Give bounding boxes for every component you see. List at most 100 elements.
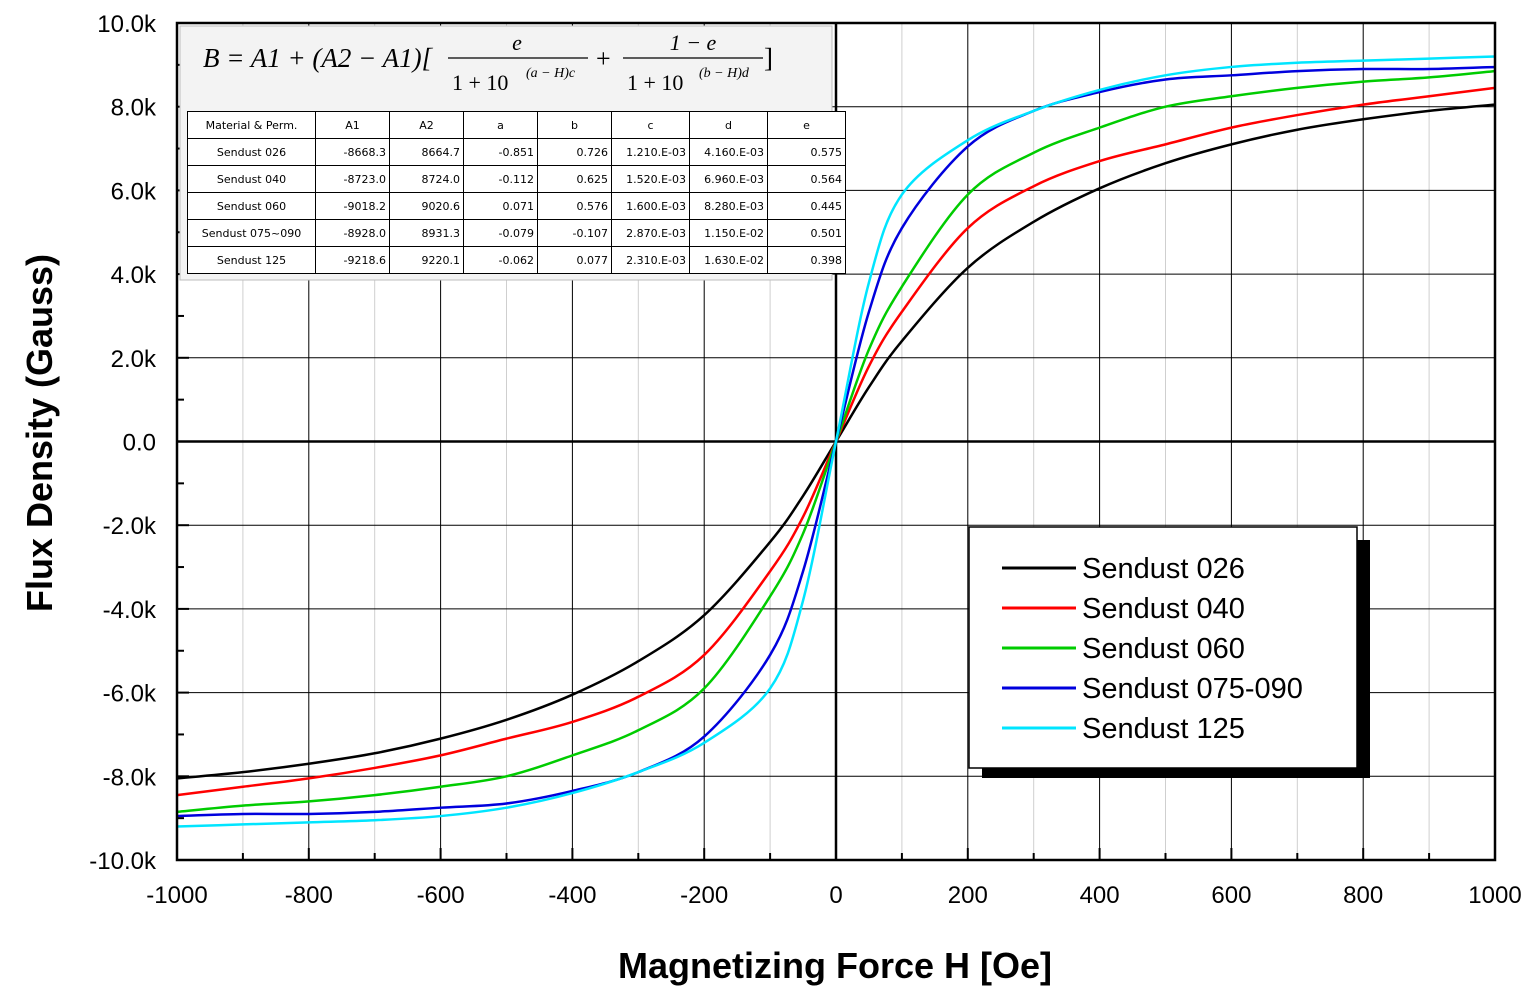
- table-row: Sendust 060 -9018.2 9020.6 0.071 0.576 1.600.…: [187, 192, 846, 220]
- y-tick-labels: 10.0k 8.0k 6.0k 4.0k 2.0k 0.0 -2.0k -4.0k -6.0k -…: [89, 11, 157, 875]
- y-tick-label: 0.0: [123, 430, 156, 457]
- table-cell: 6.960.E-03: [689, 165, 768, 193]
- table-header-cell: b: [537, 111, 612, 139]
- table-cell: 9020.6: [389, 192, 464, 220]
- table-cell: 1.150.E-02: [689, 219, 768, 247]
- table-header-cell: A2: [389, 111, 464, 139]
- table-row: Sendust 040 -8723.0 8724.0 -0.112 0.625 1.520…: [187, 165, 846, 193]
- formula-term2-numerator: 1 − e: [670, 30, 717, 55]
- x-tick-label: 400: [1080, 882, 1120, 909]
- table-cell: -8668.3: [315, 138, 390, 166]
- x-tick-label: 600: [1211, 882, 1251, 909]
- table-cell: -0.107: [537, 219, 612, 247]
- table-cell: 8.280.E-03: [689, 192, 768, 220]
- table-cell: 9220.1: [389, 246, 464, 274]
- legend-items: Sendust 026 Sendust 040 Sendust 060 Sendust…: [1002, 553, 1303, 745]
- legend-entry: Sendust 040: [1082, 593, 1245, 625]
- y-tick-label: 4.0k: [111, 262, 157, 289]
- table-row: Sendust 026 -8668.3 8664.7 -0.851 0.726 1.210…: [187, 138, 846, 166]
- table-cell: Sendust 060: [187, 192, 316, 220]
- formula-term1-exponent: (a − H)c: [526, 66, 576, 81]
- legend-entry: Sendust 026: [1082, 553, 1245, 585]
- formula-term1-numerator: e: [512, 30, 522, 55]
- table-cell: -8928.0: [315, 219, 390, 247]
- x-tick-label: 0: [829, 882, 842, 909]
- table-cell: 0.445: [767, 192, 846, 220]
- y-axis-label: Flux Density (Gauss): [19, 254, 60, 612]
- table-cell: 0.575: [767, 138, 846, 166]
- y-tick-label: 6.0k: [111, 178, 157, 205]
- x-tick-label: 200: [948, 882, 988, 909]
- y-tick-label: -8.0k: [103, 764, 157, 791]
- table-cell: -8723.0: [315, 165, 390, 193]
- y-tick-label: 10.0k: [97, 11, 157, 38]
- table-cell: -9018.2: [315, 192, 390, 220]
- legend-entry: Sendust 125: [1082, 713, 1245, 745]
- table-cell: Sendust 040: [187, 165, 316, 193]
- parameter-table: Material & Perm. A1 A2 a b c d e Sendust 026 -866…: [187, 111, 846, 274]
- table-cell: 0.398: [767, 246, 846, 274]
- formula-term2-exponent: (b − H)d: [699, 66, 750, 81]
- table-cell: 2.310.E-03: [611, 246, 690, 274]
- table-row: Sendust 075~090 -8928.0 8931.3 -0.079 -0.107…: [187, 219, 846, 247]
- x-tick-label: -1000: [146, 882, 207, 909]
- table-header-cell: c: [611, 111, 690, 139]
- table-cell: 1.630.E-02: [689, 246, 768, 274]
- table-cell: 1.520.E-03: [611, 165, 690, 193]
- table-cell: -9218.6: [315, 246, 390, 274]
- formula-term2-denominator: 1 + 10: [627, 70, 683, 95]
- table-header-cell: d: [689, 111, 768, 139]
- y-tick-label: 8.0k: [111, 95, 157, 122]
- x-tick-label: -200: [680, 882, 728, 909]
- x-tick-label: -400: [548, 882, 596, 909]
- table-header-cell: Material & Perm.: [187, 111, 316, 139]
- table-header-cell: e: [767, 111, 846, 139]
- table-cell: 0.071: [463, 192, 538, 220]
- table-cell: 1.600.E-03: [611, 192, 690, 220]
- formula-plus: +: [596, 44, 611, 73]
- legend: Sendust 026 Sendust 040 Sendust 060 Sendust…: [968, 526, 1370, 778]
- y-tick-label: -6.0k: [103, 681, 157, 708]
- table-header-cell: a: [463, 111, 538, 139]
- formula-term1-denominator: 1 + 10: [452, 70, 508, 95]
- table-header-cell: A1: [315, 111, 390, 139]
- table-row: Sendust 125 -9218.6 9220.1 -0.062 0.077 2.310…: [187, 246, 846, 274]
- table-cell: 0.576: [537, 192, 612, 220]
- table-cell: -0.851: [463, 138, 538, 166]
- table-cell: 0.501: [767, 219, 846, 247]
- table-cell: 2.870.E-03: [611, 219, 690, 247]
- table-cell: Sendust 026: [187, 138, 316, 166]
- table-cell: Sendust 075~090: [187, 219, 316, 247]
- y-tick-label: -2.0k: [103, 513, 157, 540]
- table-header-row: Material & Perm. A1 A2 a b c d e: [187, 111, 846, 139]
- table-cell: 0.726: [537, 138, 612, 166]
- y-tick-label: -10.0k: [89, 848, 157, 875]
- table-cell: -0.112: [463, 165, 538, 193]
- table-cell: 8931.3: [389, 219, 464, 247]
- x-tick-labels: -1000 -800 -600 -400 -200 0 200 400 600 800 1000: [146, 882, 1521, 909]
- table-cell: -0.062: [463, 246, 538, 274]
- table-cell: 0.564: [767, 165, 846, 193]
- parameter-table-body: Material & Perm. A1 A2 a b c d e Sendust 026 -866…: [187, 111, 846, 274]
- table-cell: 1.210.E-03: [611, 138, 690, 166]
- table-cell: 0.625: [537, 165, 612, 193]
- series-line: [176, 55, 1496, 828]
- table-cell: 4.160.E-03: [689, 138, 768, 166]
- legend-entry: Sendust 075-090: [1082, 673, 1303, 705]
- x-tick-label: 800: [1343, 882, 1383, 909]
- table-cell: 0.077: [537, 246, 612, 274]
- x-tick-label: -800: [285, 882, 333, 909]
- table-cell: -0.079: [463, 219, 538, 247]
- y-tick-label: 2.0k: [111, 346, 157, 373]
- x-axis-label: Magnetizing Force H [Oe]: [618, 945, 1052, 986]
- x-tick-label: 1000: [1468, 882, 1521, 909]
- table-cell: 8664.7: [389, 138, 464, 166]
- curves: [176, 55, 1496, 828]
- formula-lhs: B = A1 + (A2 − A1)[: [203, 43, 434, 73]
- table-cell: 8724.0: [389, 165, 464, 193]
- legend-entry: Sendust 060: [1082, 633, 1245, 665]
- formula-close: ]: [764, 43, 773, 73]
- y-tick-label: -4.0k: [103, 597, 157, 624]
- table-cell: Sendust 125: [187, 246, 316, 274]
- x-tick-label: -600: [417, 882, 465, 909]
